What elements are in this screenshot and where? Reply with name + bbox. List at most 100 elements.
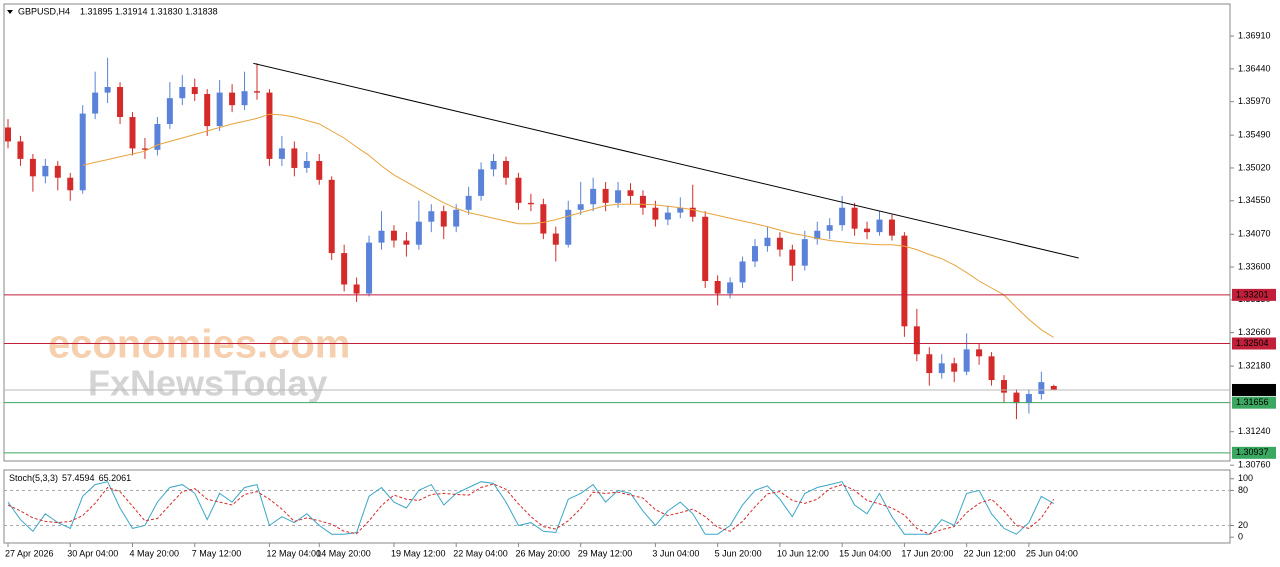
candle-body — [216, 92, 223, 127]
candle-body — [988, 356, 995, 381]
main-panel — [3, 3, 1231, 462]
price-label-box — [1232, 383, 1276, 396]
watermark: FxNewsToday — [88, 363, 327, 404]
x-tick-label: 27 Apr 2026 — [5, 548, 54, 558]
x-tick-label: 22 May 04:00 — [453, 548, 508, 558]
candle-body — [141, 148, 148, 150]
candle-body — [540, 204, 547, 234]
candle-body — [752, 246, 758, 262]
price-label-box — [1232, 288, 1276, 301]
candle-body — [465, 195, 472, 210]
price-label-box — [1232, 396, 1276, 409]
candle-body — [976, 349, 983, 357]
price-label-box — [1232, 446, 1276, 459]
candle-body — [876, 219, 883, 233]
candle-body — [29, 158, 36, 177]
candle-body — [851, 207, 858, 229]
stoch-title: Stoch(5,3,3) 57.4594 65.2061 — [9, 473, 131, 483]
stoch-main-value: 57.4594 — [62, 473, 95, 483]
candle-body — [1050, 385, 1057, 390]
candle-body — [229, 92, 236, 106]
candle-body — [79, 113, 86, 191]
candle-body — [839, 207, 846, 226]
candle-body — [677, 207, 684, 213]
candle-body — [278, 148, 285, 159]
candle-body — [490, 160, 497, 170]
stoch-line — [7, 483, 1055, 535]
y-tick-label: 1.31240 — [1238, 426, 1271, 436]
symbol: GBPUSD,H4 — [18, 6, 70, 16]
x-tick-label: 26 May 20:00 — [515, 548, 570, 558]
price-label: 1.31656 — [1236, 397, 1269, 407]
x-tick-label: 15 Jun 04:00 — [839, 548, 891, 558]
price-label: 1.32504 — [1236, 338, 1269, 348]
candle-body — [789, 249, 796, 266]
y-tick-label: 0 — [1238, 532, 1243, 542]
candle-body — [54, 165, 61, 178]
y-tick-label: 1.32180 — [1238, 360, 1271, 370]
x-tick-label: 19 May 12:00 — [391, 548, 446, 558]
candle-body — [503, 160, 509, 178]
candle-body — [963, 349, 970, 372]
candle-body — [702, 216, 709, 281]
y-tick-label: 1.36440 — [1238, 63, 1271, 73]
x-tick-label: 3 Jun 04:00 — [652, 548, 699, 558]
candle-body — [864, 228, 871, 233]
candle-body — [179, 87, 186, 99]
candle-body — [204, 94, 211, 127]
y-tick-label: 1.35970 — [1238, 96, 1271, 106]
y-tick-label: 1.34070 — [1238, 229, 1271, 239]
candle-body — [814, 230, 821, 240]
candle-body — [901, 235, 908, 327]
candle-body — [5, 127, 11, 142]
candle-body — [639, 195, 646, 208]
candle-body — [801, 239, 808, 266]
candle-body — [154, 124, 161, 150]
candle-body — [403, 240, 410, 245]
candle-body — [926, 354, 933, 374]
candle-body — [714, 280, 721, 294]
candle-body — [888, 219, 895, 236]
x-tick-label: 25 Jun 04:00 — [1026, 548, 1078, 558]
watermark: economies.com — [48, 323, 350, 367]
x-tick-label: 22 Jun 12:00 — [964, 548, 1016, 558]
trendline — [253, 62, 1079, 259]
y-tick-label: 20 — [1238, 520, 1248, 530]
candle-body — [241, 91, 248, 106]
candle-body — [440, 211, 447, 227]
price-label: 1.30937 — [1236, 447, 1269, 457]
candle-body — [590, 188, 597, 205]
y-tick-label: 1.35020 — [1238, 162, 1271, 172]
candle-body — [266, 92, 273, 159]
stoch-panel — [3, 469, 1231, 544]
candle-body — [826, 225, 833, 231]
candle-body — [378, 230, 385, 243]
candle-body — [166, 98, 173, 125]
candle-body — [565, 209, 572, 245]
stoch-line — [7, 481, 1055, 535]
x-tick-label: 10 Jun 12:00 — [777, 548, 829, 558]
stoch-name: Stoch(5,3,3) — [9, 473, 58, 483]
candle-body — [117, 87, 124, 118]
y-tick-label: 1.30760 — [1238, 460, 1271, 470]
candle-body — [552, 233, 559, 245]
candle-body — [739, 261, 746, 283]
y-tick-label: 1.35490 — [1238, 130, 1271, 140]
candle-body — [951, 363, 958, 372]
candle-body — [1038, 382, 1045, 395]
candle-body — [764, 237, 771, 247]
candle-body — [1025, 394, 1032, 404]
candle-body — [42, 165, 49, 177]
candle-body — [627, 190, 634, 196]
x-tick-label: 17 Jun 20:00 — [901, 548, 953, 558]
candle-body — [727, 282, 734, 294]
menu-arrow[interactable] — [7, 10, 13, 14]
candle-body — [254, 91, 260, 93]
x-tick-label: 29 May 12:00 — [578, 548, 633, 558]
candle-body — [615, 190, 622, 203]
candle-body — [1001, 380, 1007, 393]
x-tick-label: 4 May 20:00 — [130, 548, 180, 558]
candle-body — [291, 148, 298, 168]
candle-body — [478, 169, 485, 196]
